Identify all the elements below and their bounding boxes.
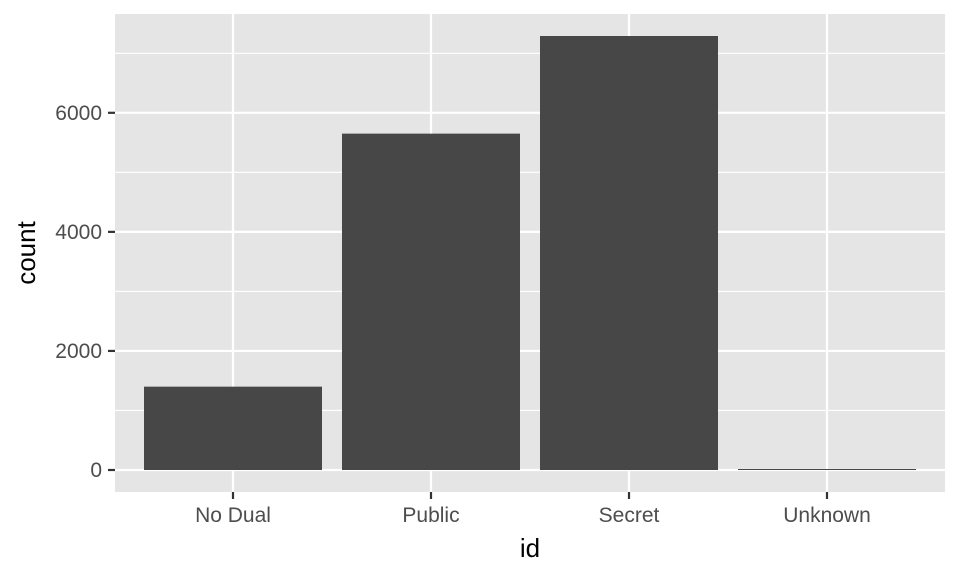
x-tick-label: Unknown <box>783 504 871 527</box>
bar-secret <box>540 36 718 470</box>
y-axis-title: count <box>11 220 41 284</box>
x-tick-label: Secret <box>599 504 660 527</box>
y-tick-label: 4000 <box>55 221 102 244</box>
bar-unknown <box>738 469 916 470</box>
axes: 0 2000 4000 6000 No Dual Public Secret Unknown <box>55 102 871 527</box>
bar-public <box>342 133 520 470</box>
bar-no-dual <box>144 386 322 470</box>
y-tick-label: 2000 <box>55 340 102 363</box>
x-tick-label: No Dual <box>195 504 271 527</box>
y-tick-label: 0 <box>90 459 102 482</box>
bars <box>144 36 916 470</box>
y-tick-label: 6000 <box>55 102 102 125</box>
x-axis-title: id <box>520 533 540 563</box>
x-tick-label: Public <box>402 504 459 527</box>
